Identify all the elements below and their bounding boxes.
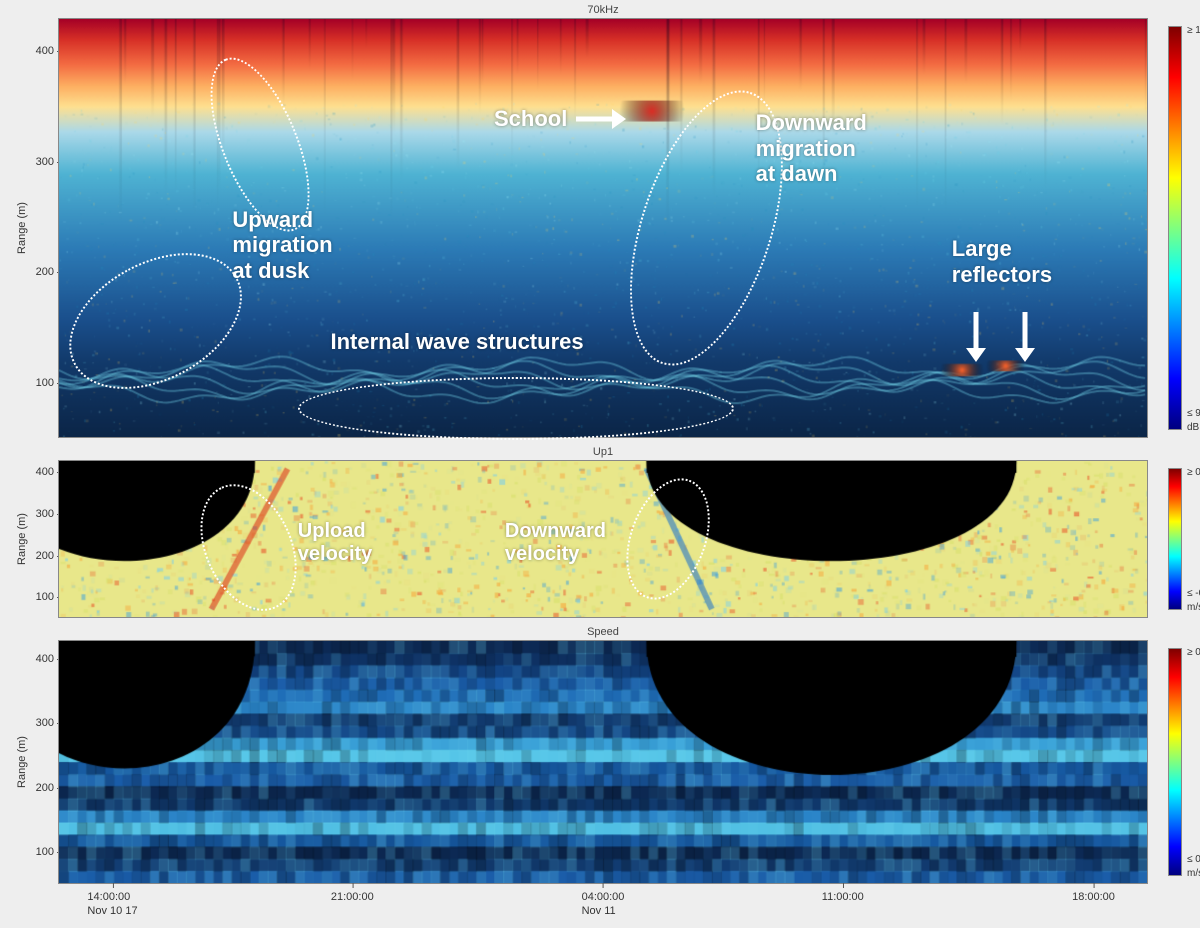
cb1-min: ≤ 90 <box>1187 408 1200 419</box>
cb3-unit: m/s <box>1187 868 1200 879</box>
cb2-max: ≥ 0.05 <box>1187 467 1200 478</box>
panel1-plot <box>58 18 1148 438</box>
panel2-canvas <box>59 461 1147 617</box>
x-tick: 21:00:00 <box>331 890 374 904</box>
x-tick: 11:00:00 <box>822 890 864 904</box>
panel3-canvas <box>59 641 1147 883</box>
cb2-min: ≤ -0.05 <box>1187 588 1200 599</box>
y-tick: 100 <box>36 591 54 603</box>
panel3-colorbar: ≥ 0.30 ≤ 0.00 m/s <box>1168 648 1182 876</box>
y-tick: 400 <box>36 466 54 478</box>
panel-velocity: Up1 Range (m) 100200300400 ≥ 0.05 ≤ -0.0… <box>58 460 1148 618</box>
panel1-y-axis: Range (m) 100 200 300 400 <box>10 18 58 438</box>
y-tick: 100 <box>36 377 54 389</box>
cb1-unit: dB <box>1187 422 1199 433</box>
cb3-max: ≥ 0.30 <box>1187 647 1200 658</box>
panel2-y-axis: Range (m) 100 200 300 400 <box>10 460 58 618</box>
cb3-min: ≤ 0.00 <box>1187 854 1200 865</box>
panel3-y-axis: Range (m) 100 200 300 400 <box>10 640 58 884</box>
y-tick: 400 <box>36 653 54 665</box>
panel1-title: 70kHz <box>587 4 618 16</box>
y-tick: 100 <box>36 846 54 858</box>
panel2-colorbar: ≥ 0.05 ≤ -0.05 m/s <box>1168 468 1182 610</box>
y-tick: 300 <box>36 508 54 520</box>
y-tick: 200 <box>36 550 54 562</box>
y-tick: 200 <box>36 266 54 278</box>
y-tick: 300 <box>36 717 54 729</box>
panel3-y-label: Range (m) <box>16 736 28 788</box>
panel2-title: Up1 <box>593 446 613 458</box>
panel1-colorbar: ≥ 120 ≤ 90 dB <box>1168 26 1182 430</box>
panel2-plot <box>58 460 1148 618</box>
x-tick: 14:00:00Nov 10 17 <box>87 890 137 919</box>
panel1-canvas <box>59 19 1147 437</box>
panel-echogram: 70kHz Range (m) 100200300400 ≥ 120 ≤ 90 … <box>58 18 1148 438</box>
panel3-title: Speed <box>587 626 619 638</box>
panel3-plot <box>58 640 1148 884</box>
x-axis: 14:00:00Nov 10 17 21:00:00 04:00:00Nov 11 1… <box>58 884 1148 924</box>
cb2-unit: m/s <box>1187 602 1200 613</box>
panel1-y-label: Range (m) <box>16 202 28 254</box>
x-tick: 18:00:00 <box>1072 890 1115 904</box>
cb1-max: ≥ 120 <box>1187 25 1200 36</box>
panel-speed: Speed Range (m) 100200300400 ≥ 0.30 ≤ 0.… <box>58 640 1148 884</box>
y-tick: 200 <box>36 782 54 794</box>
y-tick: 300 <box>36 156 54 168</box>
x-tick: 04:00:00Nov 11 <box>582 890 625 919</box>
panel2-y-label: Range (m) <box>16 513 28 565</box>
y-tick: 400 <box>36 45 54 57</box>
